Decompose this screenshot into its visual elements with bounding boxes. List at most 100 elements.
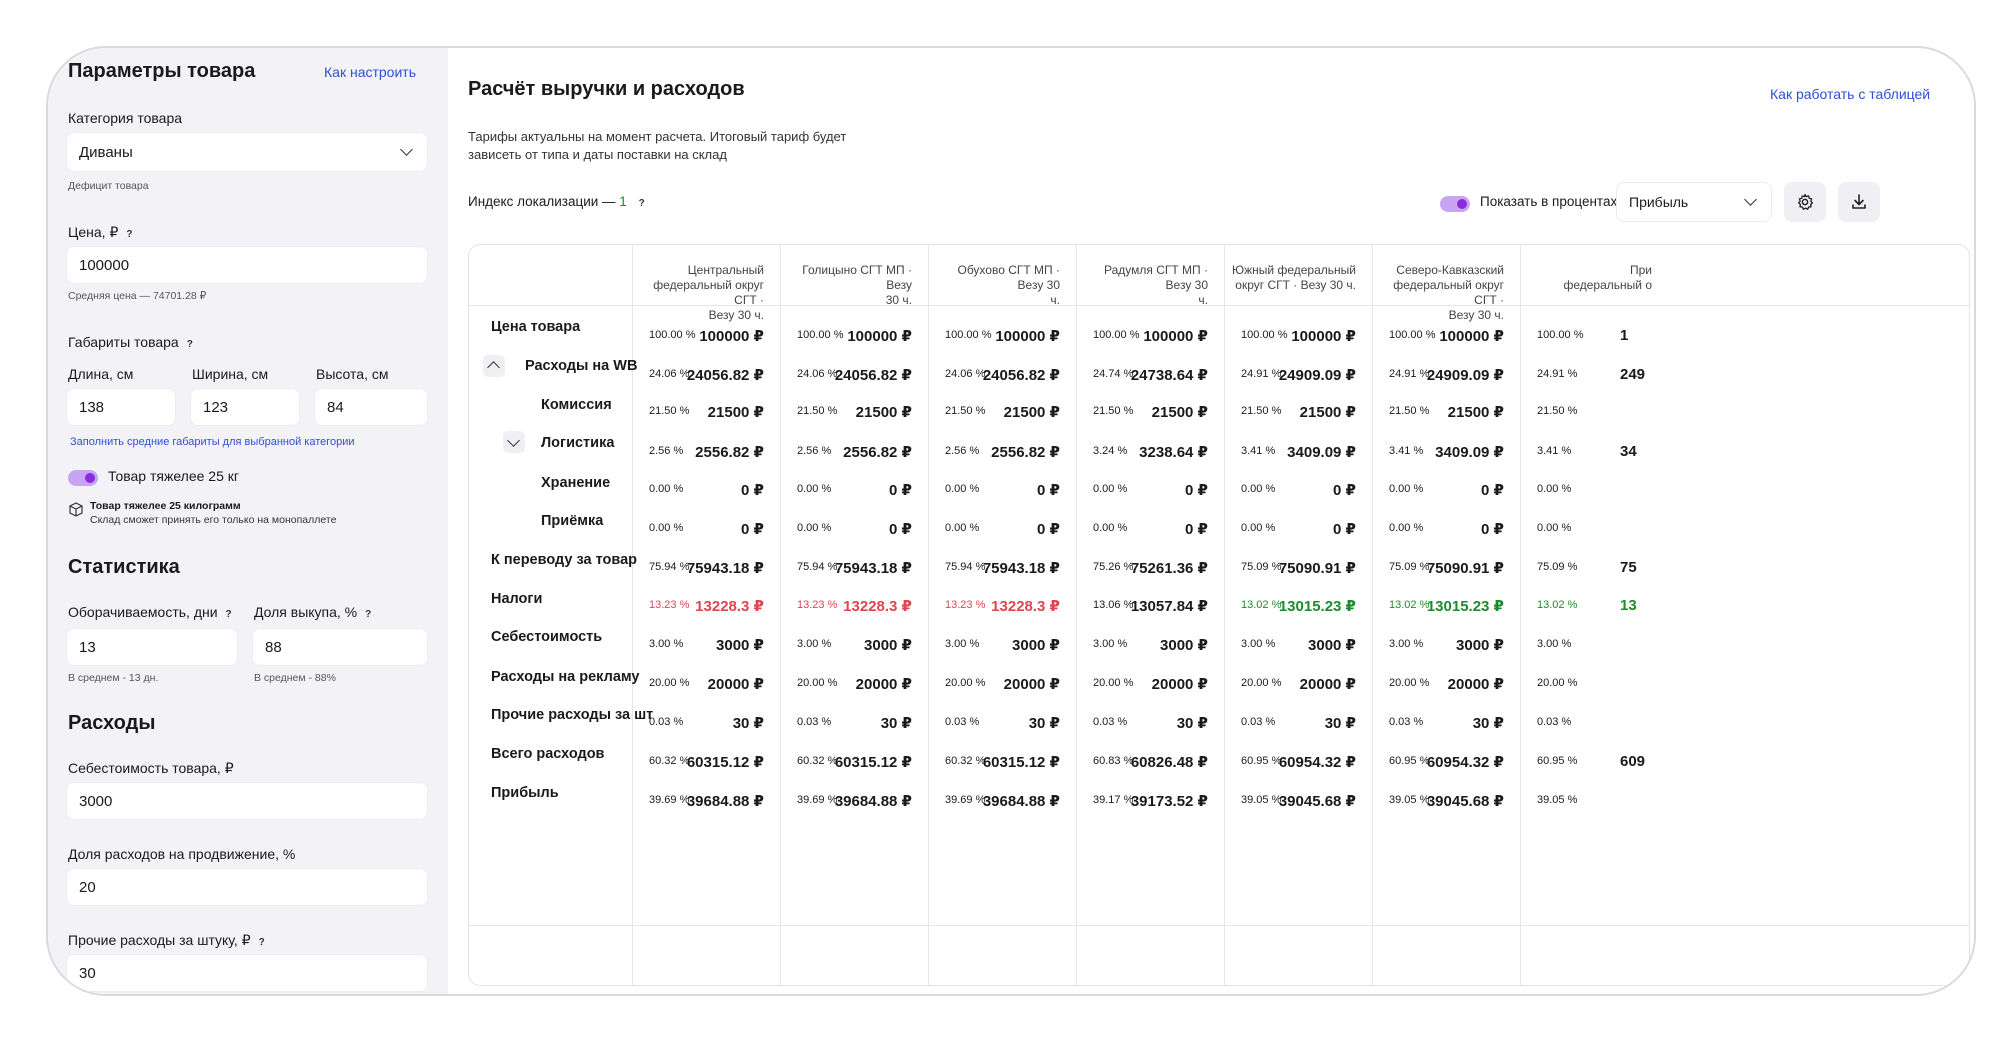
cell-percent: 0.00 % bbox=[1241, 522, 1276, 534]
cell-value: 24056.82 ₽ bbox=[982, 367, 1060, 384]
column-header: Южный федеральный округ СГТ · Везу 30 ч. bbox=[1228, 263, 1356, 293]
cell-value: 0 ₽ bbox=[1037, 521, 1060, 538]
cell-value: 2556.82 ₽ bbox=[695, 444, 764, 461]
stats-title: Статистика bbox=[68, 556, 180, 578]
cell-value: 1 bbox=[1620, 327, 1629, 344]
other-input[interactable] bbox=[66, 954, 428, 992]
column-header-line: Центральный bbox=[687, 263, 764, 277]
question-icon[interactable]: ? bbox=[258, 937, 265, 948]
fill-dims-link[interactable]: Заполнить средние габариты для выбранной… bbox=[70, 436, 355, 448]
cost-label: Себестоимость товара, ₽ bbox=[68, 760, 234, 776]
cell-value: 20000 ₽ bbox=[707, 676, 764, 693]
heavy-note-text: Склад сможет принять его только на моноп… bbox=[90, 514, 337, 526]
cell-value: 3409.09 ₽ bbox=[1435, 444, 1504, 461]
question-icon[interactable]: ? bbox=[365, 609, 372, 620]
length-input[interactable] bbox=[66, 388, 176, 426]
cell-percent: 13.23 % bbox=[797, 599, 838, 611]
total-divider bbox=[469, 925, 1969, 926]
howto-link[interactable]: Как настроить bbox=[324, 64, 416, 80]
question-icon[interactable]: ? bbox=[186, 339, 193, 350]
row-label-storage: Хранение bbox=[541, 475, 611, 491]
price-hint: Средняя цена — 74701.28 ₽ bbox=[68, 290, 207, 302]
cell-percent: 75.09 % bbox=[1389, 561, 1430, 573]
column-header: Радумля СГТ МП · Везу 30 ч. bbox=[1080, 263, 1208, 308]
cell-value: 60826.48 ₽ bbox=[1130, 754, 1208, 771]
cell-percent: 100.00 % bbox=[945, 329, 992, 341]
percent-toggle[interactable] bbox=[1440, 196, 1470, 212]
cell-value: 0 ₽ bbox=[1333, 521, 1356, 538]
cell-percent: 60.32 % bbox=[649, 755, 690, 767]
cell-percent: 24.06 % bbox=[797, 368, 838, 380]
settings-button[interactable] bbox=[1784, 182, 1826, 222]
cell-value: 20000 ₽ bbox=[1151, 676, 1208, 693]
column-header-line: Северо-Кавказский bbox=[1396, 263, 1504, 277]
metric-select[interactable]: Прибыль bbox=[1616, 182, 1772, 222]
cell-percent: 24.91 % bbox=[1241, 368, 1282, 380]
width-input[interactable] bbox=[190, 388, 300, 426]
cell-percent: 0.03 % bbox=[1093, 716, 1128, 728]
cell-value: 75261.36 ₽ bbox=[1130, 560, 1208, 577]
cell-percent: 100.00 % bbox=[1537, 329, 1584, 341]
row-label-total: Всего расходов bbox=[491, 746, 605, 762]
gear-icon bbox=[1797, 193, 1814, 210]
turnover-label-text: Оборачиваемость, дни bbox=[68, 604, 218, 620]
cell-percent: 20.00 % bbox=[1389, 677, 1430, 689]
buyout-input[interactable] bbox=[252, 628, 428, 666]
cell-value: 60954.32 ₽ bbox=[1426, 754, 1504, 771]
cell-percent: 60.32 % bbox=[945, 755, 986, 767]
calc-table: Центральный федеральный округ СГТ · Везу 3… bbox=[468, 244, 1970, 986]
column-header-line: федеральный округ СГТ · bbox=[653, 278, 764, 307]
question-icon[interactable]: ? bbox=[126, 229, 133, 240]
row-label-acceptance: Приёмка bbox=[541, 513, 604, 529]
cell-value: 39684.88 ₽ bbox=[982, 793, 1060, 810]
cell-value: 24738.64 ₽ bbox=[1130, 367, 1208, 384]
cell-percent: 3.00 % bbox=[1093, 638, 1128, 650]
cell-percent: 24.06 % bbox=[649, 368, 690, 380]
width-label: Ширина, см bbox=[192, 366, 269, 382]
row-label-logistics: Логистика bbox=[541, 435, 615, 451]
cell-percent: 0.00 % bbox=[1093, 483, 1128, 495]
cell-percent: 3.41 % bbox=[1389, 445, 1424, 457]
cell-value: 21500 ₽ bbox=[1003, 404, 1060, 421]
download-button[interactable] bbox=[1838, 182, 1880, 222]
category-select[interactable]: Диваны bbox=[66, 132, 428, 172]
chevron-down-icon bbox=[1744, 193, 1757, 206]
tariff-note: Тарифы актуальны на момент расчета. Итог… bbox=[468, 128, 846, 164]
cell-value: 2556.82 ₽ bbox=[843, 444, 912, 461]
column-divider bbox=[1224, 245, 1225, 985]
height-input[interactable] bbox=[314, 388, 428, 426]
cell-value: 39173.52 ₽ bbox=[1130, 793, 1208, 810]
cell-percent: 21.50 % bbox=[1241, 405, 1282, 417]
cell-value: 24909.09 ₽ bbox=[1426, 367, 1504, 384]
collapse-logistics-button[interactable] bbox=[503, 431, 525, 453]
heavy-toggle[interactable] bbox=[68, 470, 98, 486]
cell-percent: 2.56 % bbox=[649, 445, 684, 457]
cell-percent: 39.69 % bbox=[945, 794, 986, 806]
column-header-line: Голицыно СГТ МП · Везу bbox=[802, 263, 912, 292]
turnover-hint: В среднем - 13 дн. bbox=[68, 672, 159, 684]
cell-value: 100000 ₽ bbox=[1143, 328, 1208, 345]
question-icon[interactable]: ? bbox=[638, 198, 645, 209]
app-frame: Параметры товара Как настроить Категория… bbox=[46, 46, 1976, 996]
column-header-line: Везу 30 ч. bbox=[1448, 308, 1504, 322]
length-label: Длина, см bbox=[68, 366, 134, 382]
cell-percent: 20.00 % bbox=[649, 677, 690, 689]
cell-percent: 60.83 % bbox=[1093, 755, 1134, 767]
column-divider bbox=[1520, 245, 1521, 985]
cost-input[interactable] bbox=[66, 782, 428, 820]
price-input[interactable] bbox=[66, 246, 428, 284]
column-header-line: ч. bbox=[1198, 293, 1208, 307]
tariff-note-line: зависеть от типа и даты поставки на скла… bbox=[468, 147, 727, 162]
buyout-label-text: Доля выкупа, % bbox=[254, 604, 358, 620]
calc-title: Расчёт выручки и расходов bbox=[468, 78, 745, 100]
promo-input[interactable] bbox=[66, 868, 428, 906]
collapse-wb-button[interactable] bbox=[483, 355, 505, 377]
cell-value: 24909.09 ₽ bbox=[1278, 367, 1356, 384]
cell-percent: 2.56 % bbox=[945, 445, 980, 457]
cell-percent: 39.69 % bbox=[649, 794, 690, 806]
percent-toggle-label: Показать в процентах bbox=[1480, 194, 1618, 209]
turnover-input[interactable] bbox=[66, 628, 238, 666]
table-help-link[interactable]: Как работать с таблицей bbox=[1770, 86, 1931, 102]
cell-value: 30 ₽ bbox=[1176, 715, 1208, 732]
question-icon[interactable]: ? bbox=[225, 609, 232, 620]
